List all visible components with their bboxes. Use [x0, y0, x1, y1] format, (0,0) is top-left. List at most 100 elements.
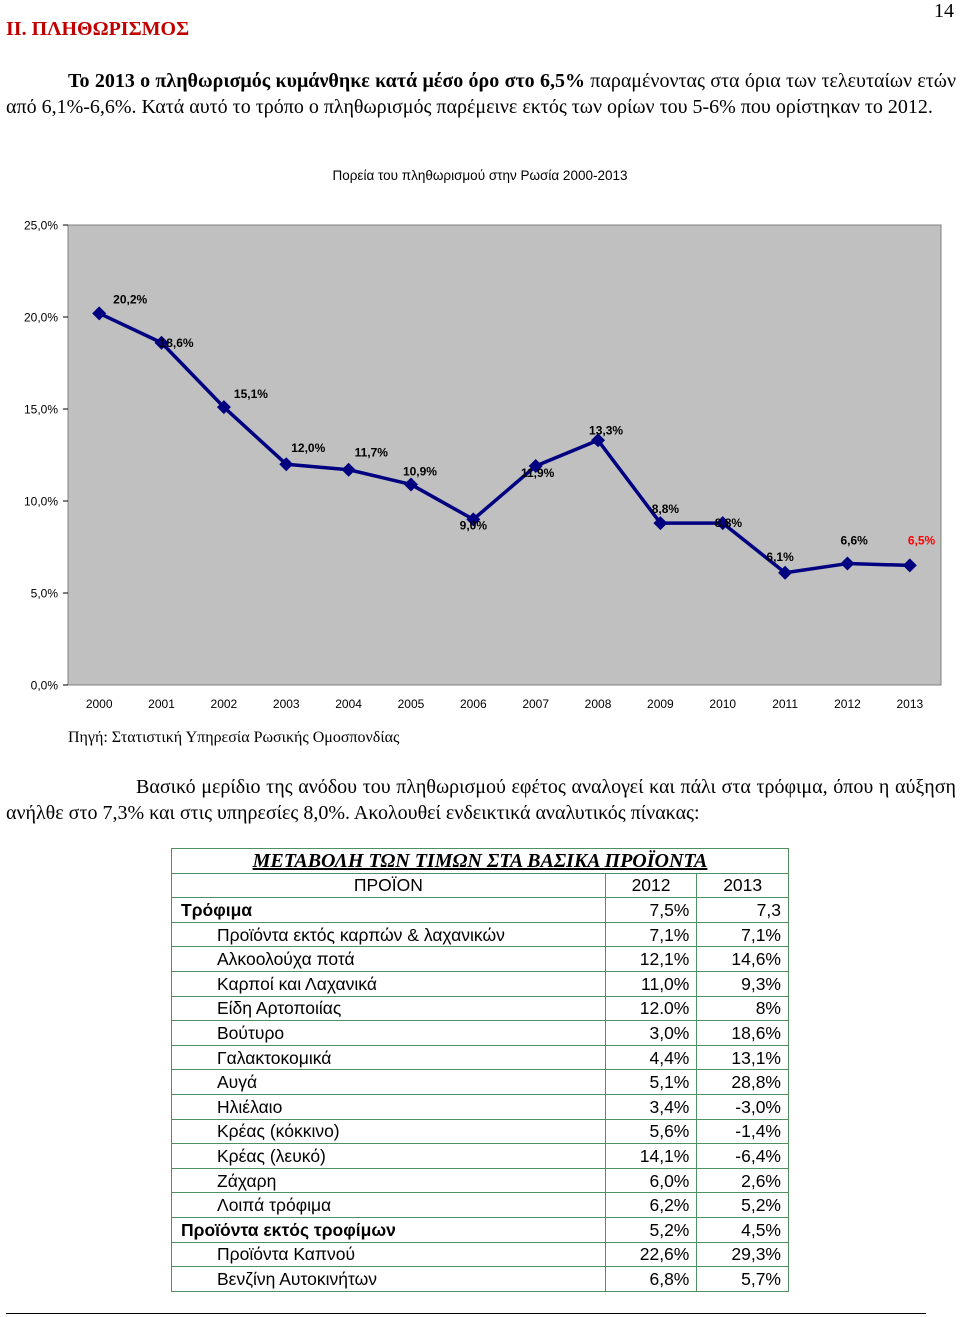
value-2013-cell: 5,2%: [696, 1192, 789, 1218]
table-row: Ηλιέλαιο 3,4% -3,0%: [171, 1093, 789, 1120]
product-name-cell: Προϊόντα Καπνού: [171, 1241, 606, 1268]
intro-text: παραμένοντας στα όρια των τελευταίων ετώ…: [6, 70, 956, 118]
x-tick-label: 2011: [772, 697, 798, 711]
data-label: 8,8%: [652, 502, 680, 516]
data-point-marker: [591, 433, 606, 448]
data-point-marker: [341, 462, 356, 477]
table-row: Κρέας (κόκκινο) 5,6% -1,4%: [171, 1118, 789, 1145]
product-name-cell: Ζάχαρη: [171, 1167, 606, 1194]
value-2013-cell: -3,0%: [696, 1093, 789, 1120]
table-row: Βούτυρο 3,0% 18,6%: [171, 1020, 789, 1046]
table-row: Προϊόντα εκτός τροφίμων 5,2% 4,5%: [171, 1216, 789, 1243]
table-row: Είδη Αρτοποιίας 12.0% 8%: [171, 995, 789, 1022]
product-name-cell: Αλκοολούχα ποτά: [171, 946, 606, 972]
table-title: ΜΕΤΑΒΟΛΗ ΤΩΝ ΤΙΜΩΝ ΣΤΑ ΒΑΣΙΚΑ ΠΡΟΪΟΝΤΑ: [171, 848, 789, 874]
product-name-cell: Κρέας (λευκό): [171, 1143, 606, 1169]
product-name-cell: Είδη Αρτοποιίας: [171, 995, 606, 1022]
product-name-cell: Κρέας (κόκκινο): [171, 1118, 606, 1145]
product-name-cell: Ηλιέλαιο: [171, 1093, 606, 1120]
value-2013-cell: 4,5%: [696, 1216, 789, 1243]
table-row: Αλκοολούχα ποτά 12,1% 14,6%: [171, 946, 789, 972]
x-tick-label: 2003: [273, 697, 300, 711]
data-point-marker: [92, 306, 107, 321]
chart-title: Πορεία του πληθωρισμού στην Ρωσία 2000-2…: [332, 168, 627, 183]
value-2013-cell: 5,7%: [696, 1266, 789, 1292]
data-label: 6,6%: [840, 534, 868, 548]
page-number: 14: [934, 0, 954, 22]
footer-divider: [6, 1313, 926, 1314]
table-row: Τρόφιμα 7,5% 7,3: [171, 897, 789, 923]
inflation-line-chart: Πορεία του πληθωρισμού στην Ρωσία 2000-2…: [24, 168, 942, 711]
data-point-marker: [154, 335, 169, 350]
value-2013-cell: 18,6%: [696, 1020, 789, 1046]
data-label: 10,9%: [403, 464, 437, 478]
y-tick-label: 5,0%: [31, 587, 59, 601]
value-2013-cell: 14,6%: [696, 946, 789, 972]
data-point-marker: [902, 558, 917, 573]
paragraph-food-inflation: Βασικό μερίδιο της ανόδου του πληθωρισμο…: [6, 776, 956, 824]
y-tick-label: 0,0%: [31, 679, 59, 693]
table-row: Καρποί και Λαχανικά 11,0% 9,3%: [171, 970, 789, 997]
y-tick-label: 25,0%: [24, 219, 58, 233]
x-tick-label: 2006: [460, 697, 487, 711]
header-2013: 2013: [696, 872, 789, 899]
header-2012: 2012: [604, 872, 698, 899]
value-2013-cell: 13,1%: [696, 1044, 789, 1071]
plot-area: [67, 224, 942, 686]
inflation-chart: Πορεία του πληθωρισμού στην Ρωσία 2000-2…: [0, 160, 960, 720]
data-label: 6,1%: [766, 550, 794, 564]
product-name-cell: Αυγά: [171, 1069, 606, 1095]
product-name-cell: Βούτυρο: [171, 1020, 606, 1046]
data-label: 6,5%: [908, 533, 936, 547]
value-2012-cell: 5,2%: [604, 1216, 698, 1243]
table-header-row: ΠΡΟΪΟΝ 2012 2013: [171, 872, 789, 899]
section-heading: II. ΠΛΗΘΩΡΙΣΜΟΣ: [6, 18, 190, 40]
x-tick-label: 2000: [86, 697, 113, 711]
data-point-marker: [466, 512, 481, 527]
value-2013-cell: 7,3: [696, 897, 789, 923]
value-2013-cell: 28,8%: [696, 1069, 789, 1095]
product-name-cell: Βενζίνη Αυτοκινήτων: [171, 1266, 606, 1292]
table-row: Κρέας (λευκό) 14,1% -6,4%: [171, 1143, 789, 1169]
x-tick-label: 2005: [398, 697, 425, 711]
value-2012-cell: 5,6%: [604, 1118, 698, 1145]
table-title-row: ΜΕΤΑΒΟΛΗ ΤΩΝ ΤΙΜΩΝ ΣΤΑ ΒΑΣΙΚΑ ΠΡΟΪΟΝΤΑ: [171, 848, 789, 874]
table-row: Ζάχαρη 6,0% 2,6%: [171, 1167, 789, 1194]
product-name-cell: Προϊόντα εκτός τροφίμων: [171, 1216, 606, 1243]
value-2012-cell: 5,1%: [604, 1069, 698, 1095]
y-tick-label: 15,0%: [24, 403, 58, 417]
value-2012-cell: 7,1%: [604, 921, 698, 948]
data-point-marker: [216, 400, 231, 415]
value-2012-cell: 3,4%: [604, 1093, 698, 1120]
value-2013-cell: 7,1%: [696, 921, 789, 948]
value-2013-cell: 29,3%: [696, 1241, 789, 1268]
data-point-marker: [840, 556, 855, 571]
data-label: 15,1%: [234, 387, 268, 401]
value-2012-cell: 11,0%: [604, 970, 698, 997]
table-row: Βενζίνη Αυτοκινήτων 6,8% 5,7%: [171, 1266, 789, 1292]
inflation-line: [98, 311, 910, 575]
intro-bold-text: Το 2013 ο πληθωρισμός κυμάνθηκε κατά μέσ…: [68, 70, 585, 92]
table-row: Προϊόντα εκτός καρπών & λαχανικών 7,1% 7,1…: [171, 921, 789, 948]
product-name-cell: Καρποί και Λαχανικά: [171, 970, 606, 997]
product-name-cell: Λοιπά τρόφιμα: [171, 1192, 606, 1218]
data-point-marker: [778, 565, 793, 580]
data-label: 11,7%: [355, 446, 389, 460]
data-label: 11,9%: [521, 466, 555, 480]
data-label: 13,3%: [589, 423, 623, 437]
value-2012-cell: 6,2%: [604, 1192, 698, 1218]
product-name-cell: Γαλακτοκομικά: [171, 1044, 606, 1071]
data-point-marker: [403, 477, 418, 492]
value-2013-cell: 2,6%: [696, 1167, 789, 1194]
data-label: 12,0%: [291, 441, 325, 455]
x-tick-label: 2001: [148, 697, 175, 711]
data-point-marker: [528, 459, 543, 474]
product-name-cell: Προϊόντα εκτός καρπών & λαχανικών: [171, 921, 606, 948]
data-point-marker: [653, 516, 668, 531]
value-2012-cell: 3,0%: [604, 1020, 698, 1046]
value-2013-cell: 8%: [696, 995, 789, 1022]
x-tick-label: 2004: [335, 697, 362, 711]
value-2012-cell: 4,4%: [604, 1044, 698, 1071]
x-tick-label: 2002: [211, 697, 238, 711]
price-change-table: ΜΕΤΑΒΟΛΗ ΤΩΝ ΤΙΜΩΝ ΣΤΑ ΒΑΣΙΚΑ ΠΡΟΪΟΝΤΑ Π…: [171, 848, 789, 1292]
